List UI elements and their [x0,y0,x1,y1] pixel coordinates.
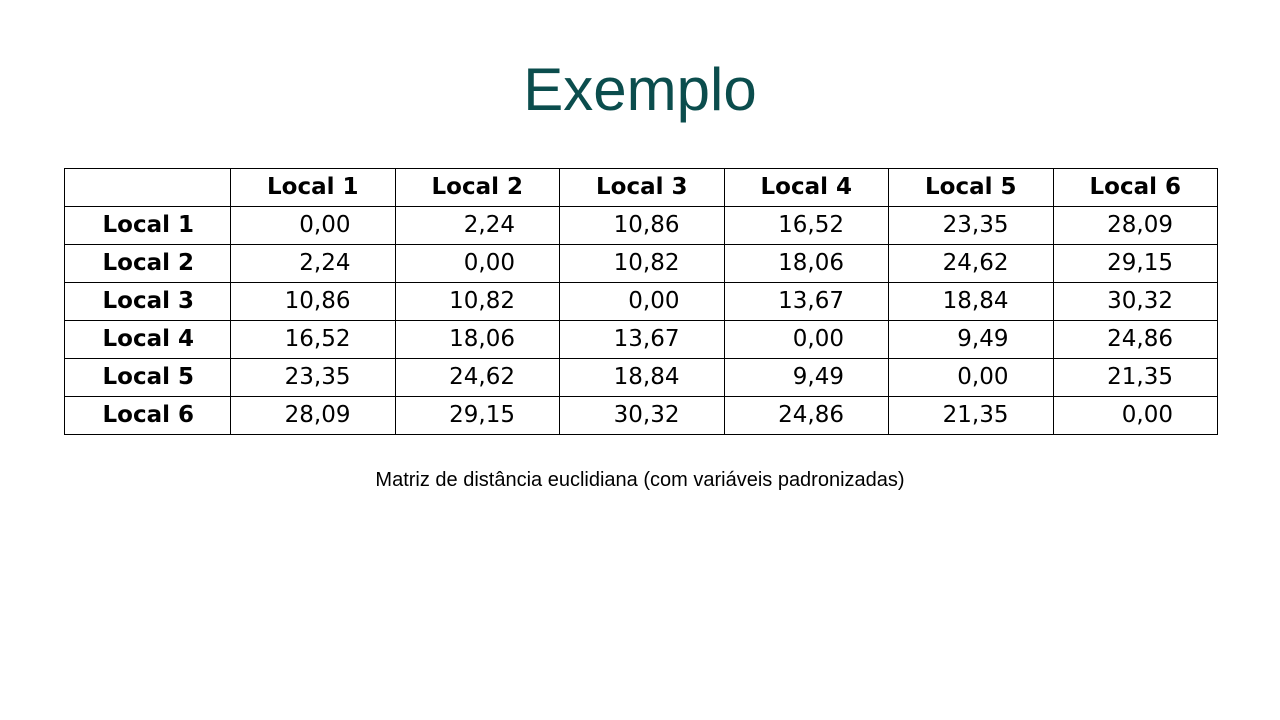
table-cell: 28,09 [1052,206,1218,245]
table-row: Local 6 28,09 29,15 30,32 24,86 21,35 0,… [64,396,1218,435]
table-cell: 24,86 [723,396,889,435]
row-header: Local 4 [64,320,231,359]
table-cell: 10,82 [559,244,725,283]
table-row: Local 3 10,86 10,82 0,00 13,67 18,84 30,… [64,282,1218,321]
table-cell: 0,00 [394,244,560,283]
table-cell: 21,35 [1052,358,1218,397]
table-cell: 16,52 [230,320,396,359]
table-cell: 18,06 [723,244,889,283]
distance-matrix-table: Local 1 Local 2 Local 3 Local 4 Local 5 … [64,168,1218,435]
table-cell: 10,86 [559,206,725,245]
table-row: Local 5 23,35 24,62 18,84 9,49 0,00 21,3… [64,358,1218,397]
table-cell: 29,15 [394,396,560,435]
table-cell: 9,49 [888,320,1054,359]
table-cell: 0,00 [230,206,396,245]
column-header: Local 5 [888,168,1054,207]
table-cell: 18,84 [559,358,725,397]
row-header: Local 6 [64,396,231,435]
table-cell: 0,00 [559,282,725,321]
table-cell: 10,86 [230,282,396,321]
table-cell: 0,00 [1052,396,1218,435]
column-header: Local 4 [723,168,889,207]
table-cell: 0,00 [888,358,1054,397]
table-cell: 28,09 [230,396,396,435]
table-cell: 30,32 [559,396,725,435]
table-cell: 10,82 [394,282,560,321]
table-cell: 13,67 [723,282,889,321]
row-header: Local 5 [64,358,231,397]
row-header: Local 1 [64,206,231,245]
table-caption: Matriz de distância euclidiana (com vari… [375,469,905,491]
table-row: Local 1 0,00 2,24 10,86 16,52 23,35 28,0… [64,206,1218,245]
table-cell: 18,06 [394,320,560,359]
table-cell: 18,84 [888,282,1054,321]
table-cell: 21,35 [888,396,1054,435]
table-cell: 24,62 [394,358,560,397]
table-cell: 16,52 [723,206,889,245]
table-cell: 24,62 [888,244,1054,283]
table-cell: 0,00 [723,320,889,359]
table-cell: 23,35 [888,206,1054,245]
slide-title: Exemplo [523,56,757,123]
table-cell: 29,15 [1052,244,1218,283]
table-cell: 2,24 [394,206,560,245]
table-cell: 24,86 [1052,320,1218,359]
column-header: Local 1 [230,168,396,207]
corner-cell [64,168,231,207]
table-cell: 30,32 [1052,282,1218,321]
table-cell: 23,35 [230,358,396,397]
table-cell: 13,67 [559,320,725,359]
row-header: Local 3 [64,282,231,321]
table-row: Local 4 16,52 18,06 13,67 0,00 9,49 24,8… [64,320,1218,359]
column-header: Local 2 [394,168,560,207]
table-cell: 9,49 [723,358,889,397]
table-row: Local 2 2,24 0,00 10,82 18,06 24,62 29,1… [64,244,1218,283]
column-header: Local 6 [1052,168,1218,207]
table-header-row: Local 1 Local 2 Local 3 Local 4 Local 5 … [64,168,1218,207]
column-header: Local 3 [559,168,725,207]
row-header: Local 2 [64,244,231,283]
table-cell: 2,24 [230,244,396,283]
